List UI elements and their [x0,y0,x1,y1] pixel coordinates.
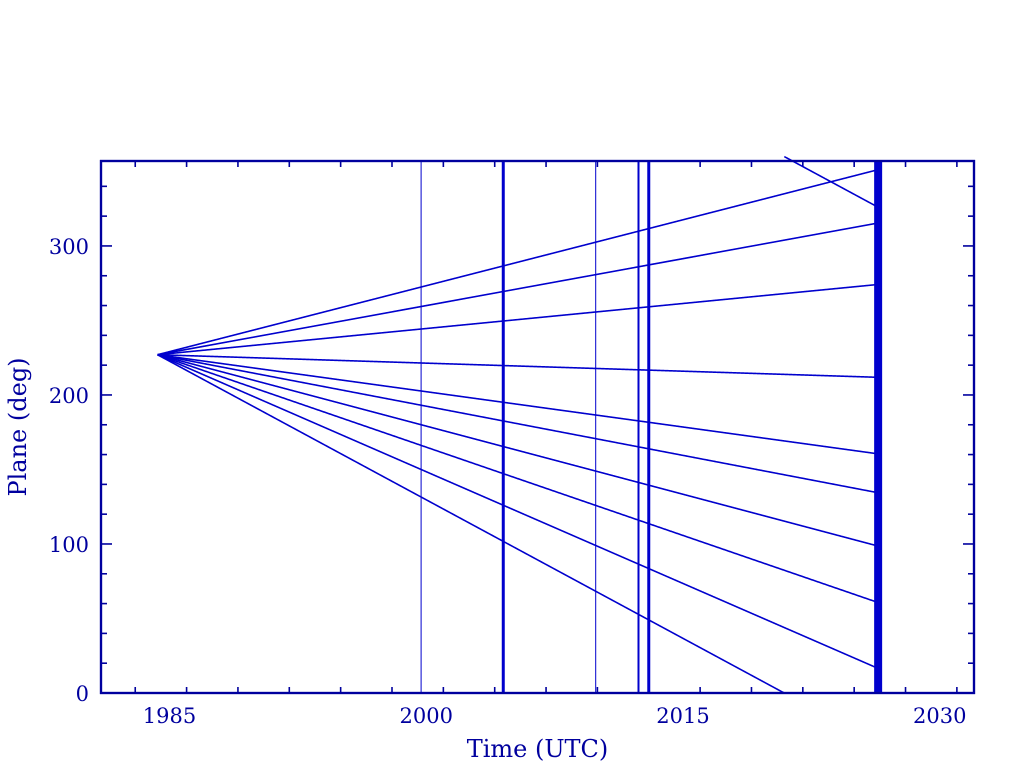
x-tick-label: 2000 [400,704,453,728]
drift-line-drift-rate-7 [157,353,879,547]
drift-line-drift-rate-3 [157,283,879,356]
plot-frame-overlay [99,159,976,695]
drift-line-drift-rate-9 [157,353,879,670]
y-tick-label: 200 [49,384,89,408]
drift-line-drift-rate-5 [157,353,879,455]
drift-line-drift-rate-10 [157,155,879,694]
x-axis-title: Time (UTC) [467,735,609,763]
drift-line-drift-rate-6 [157,353,879,494]
drift-line-drift-rate-1 [157,168,879,356]
y-tick-label: 100 [49,533,89,557]
x-tick-label: 2015 [656,704,709,728]
x-tick-label: 2030 [913,704,966,728]
drift-line-drift-rate-8 [157,353,879,604]
x-tick-label: 1985 [143,704,196,728]
y-axis-title: Plane (deg) [4,357,32,496]
y-tick-label: 300 [49,235,89,259]
drift-line-drift-rate-4 [157,353,879,379]
y-tick-label: 0 [76,682,89,706]
drift-line-drift-rate-2 [157,222,879,356]
